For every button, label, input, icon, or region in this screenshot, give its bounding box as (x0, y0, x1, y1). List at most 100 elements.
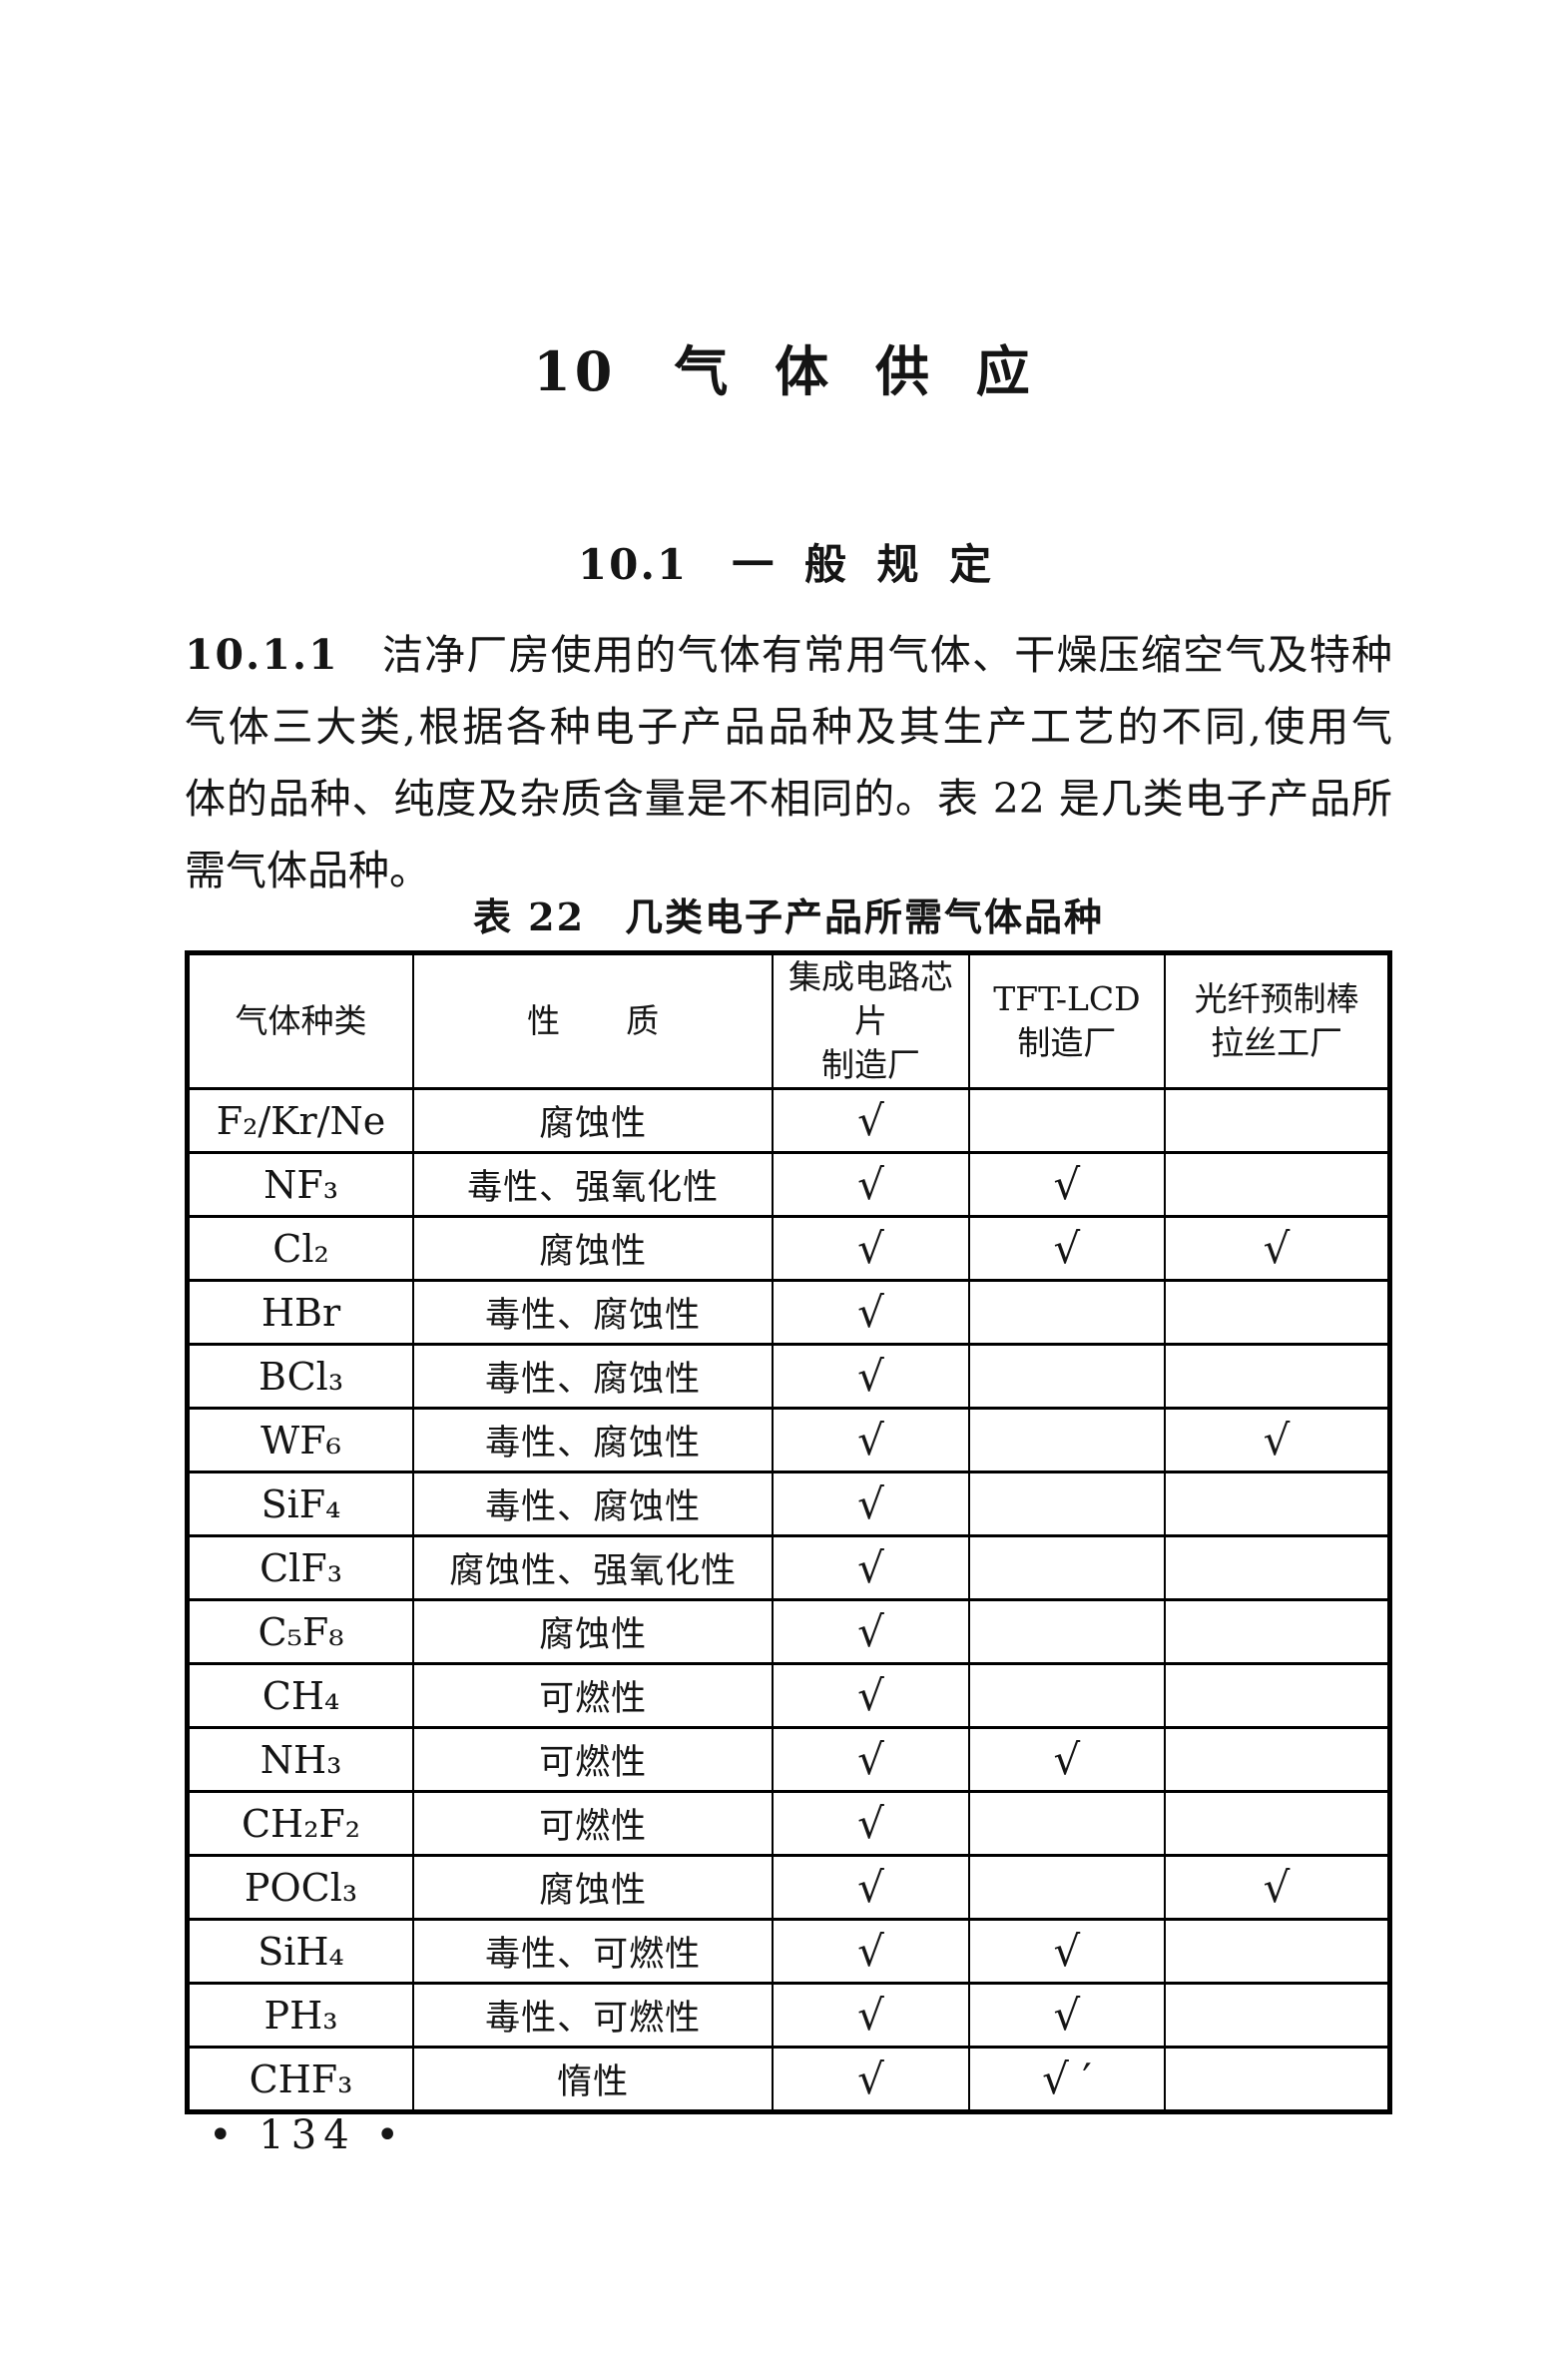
header-row: 气体种类 性 质 集成电路芯片 制造厂 TFT-LCD 制造厂 光纤预制棒 拉丝… (186, 951, 1391, 1090)
chapter-number: 10 (533, 339, 617, 403)
property-cell: 可燃性 (412, 1662, 775, 1729)
ic-fab-check-cell: √ (772, 1471, 970, 1537)
ic-fab-header-line-1: 集成电路芯片 (788, 957, 954, 1040)
property-cell: 毒性、强氧化性 (412, 1151, 775, 1218)
gas-formula-cell: SiF₄ (186, 1471, 415, 1537)
section-title: 一 般 规 定 (732, 540, 1000, 589)
gas-formula-cell: SiH₄ (186, 1918, 415, 1985)
gas-formula-cell: WF₆ (186, 1407, 415, 1473)
property-cell: 毒性、腐蚀性 (412, 1279, 775, 1346)
tft-lcd-check-cell: √ ′ (967, 2046, 1167, 2113)
table-row: SiF₄ 毒性、腐蚀性 √ (186, 1471, 1391, 1537)
gas-formula-cell: BCl₃ (186, 1343, 415, 1410)
gas-formula-cell: CH₂F₂ (186, 1790, 415, 1857)
table-row: Cl₂ 腐蚀性 √ √ √ (186, 1215, 1391, 1282)
table-row: CHF₃ 惰性 √ √ ′ (186, 2046, 1391, 2113)
table-row: CH₄ 可燃性 √ (186, 1662, 1391, 1729)
clause-line-3: 体的品种、纯度及杂质含量是不相同的。表 22 是几类电子产品所 (185, 775, 1392, 823)
fiber-fab-check-cell (1164, 1662, 1391, 1729)
table-row: CH₂F₂ 可燃性 √ (186, 1790, 1391, 1857)
ic-fab-check-cell: √ (772, 1087, 970, 1154)
fiber-header-line-1: 光纤预制棒 (1194, 979, 1359, 1018)
gas-formula-cell: ClF₃ (186, 1534, 415, 1601)
column-header-ic-fab: 集成电路芯片 制造厂 (772, 951, 970, 1090)
gas-formula-cell: HBr (186, 1279, 415, 1346)
table-row: PH₃ 毒性、可燃性 √ √ (186, 1982, 1391, 2049)
clause-line-1: 10.1.1 洁净厂房使用的气体有常用气体、干燥压缩空气及特种 (185, 619, 1392, 691)
table-header: 气体种类 性 质 集成电路芯片 制造厂 TFT-LCD 制造厂 光纤预制棒 拉丝… (186, 951, 1391, 1090)
page-number: • 134 • (209, 2112, 406, 2158)
fiber-fab-check-cell: √ (1164, 1407, 1391, 1473)
table-row: BCl₃ 毒性、腐蚀性 √ (186, 1343, 1391, 1410)
tft-lcd-header-line-2: 制造厂 (1017, 1023, 1117, 1062)
property-cell: 可燃性 (412, 1726, 775, 1793)
ic-fab-check-cell: √ (772, 2046, 970, 2113)
fiber-header-line-2: 拉丝工厂 (1211, 1023, 1343, 1062)
page-content: 10 气 体 供 应 10.1 一 般 规 定 10.1.1 洁净厂房使用的气体有常用… (185, 0, 1392, 2355)
fiber-fab-check-cell (1164, 2046, 1391, 2113)
table-row: NF₃ 毒性、强氧化性 √ √ (186, 1151, 1391, 1218)
ic-fab-check-cell: √ (772, 1854, 970, 1921)
gas-formula-cell: C₅F₈ (186, 1598, 415, 1665)
tft-lcd-check-cell (967, 1087, 1167, 1154)
ic-fab-check-cell: √ (772, 1279, 970, 1346)
table-row: F₂/Kr/Ne 腐蚀性 √ (186, 1087, 1391, 1154)
column-header-fiber-fab: 光纤预制棒 拉丝工厂 (1164, 951, 1391, 1090)
table-row: NH₃ 可燃性 √ √ (186, 1726, 1391, 1793)
gas-formula-cell: POCl₃ (186, 1854, 415, 1921)
fiber-fab-check-cell (1164, 1982, 1391, 2049)
property-cell: 腐蚀性 (412, 1087, 775, 1154)
fiber-fab-check-cell: √ (1164, 1215, 1391, 1282)
clause-line-2: 气体三大类,根据各种电子产品品种及其生产工艺的不同,使用气 (185, 703, 1393, 751)
ic-fab-header-line-2: 制造厂 (821, 1045, 921, 1084)
table-caption: 表 22 几类电子产品所需气体品种 (472, 894, 1105, 939)
ic-fab-check-cell: √ (772, 1151, 970, 1218)
gas-types-table: 气体种类 性 质 集成电路芯片 制造厂 TFT-LCD 制造厂 光纤预制棒 拉丝… (185, 950, 1392, 2114)
gas-formula-cell: F₂/Kr/Ne (186, 1087, 415, 1154)
table-row: ClF₃ 腐蚀性、强氧化性 √ (186, 1534, 1391, 1601)
clause-line-4: 需气体品种。 (185, 847, 430, 894)
fiber-fab-check-cell (1164, 1151, 1391, 1218)
tft-lcd-check-cell (967, 1407, 1167, 1473)
tft-lcd-check-cell (967, 1343, 1167, 1410)
tft-lcd-check-cell: √ (967, 1982, 1167, 2049)
ic-fab-check-cell: √ (772, 1598, 970, 1665)
tft-lcd-check-cell (967, 1534, 1167, 1601)
table-body: F₂/Kr/Ne 腐蚀性 √ NF₃ 毒性、强氧化性 √ √ Cl₂ 腐蚀性 √ (186, 1087, 1391, 2113)
property-cell: 可燃性 (412, 1790, 775, 1857)
property-cell: 毒性、腐蚀性 (412, 1343, 775, 1410)
fiber-fab-check-cell (1164, 1918, 1391, 1985)
column-header-tft-lcd-fab: TFT-LCD 制造厂 (967, 951, 1167, 1090)
fiber-fab-check-cell (1164, 1598, 1391, 1665)
clause-number: 10.1.1 (185, 631, 339, 679)
ic-fab-check-cell: √ (772, 1215, 970, 1282)
gas-formula-cell: PH₃ (186, 1982, 415, 2049)
fiber-fab-check-cell (1164, 1343, 1391, 1410)
property-cell: 毒性、可燃性 (412, 1982, 775, 2049)
tft-lcd-check-cell (967, 1662, 1167, 1729)
ic-fab-check-cell: √ (772, 1982, 970, 2049)
tft-lcd-check-cell: √ (967, 1215, 1167, 1282)
property-cell: 毒性、可燃性 (412, 1918, 775, 1985)
tft-lcd-check-cell: √ (967, 1918, 1167, 1985)
chapter-heading: 10 气 体 供 应 (185, 327, 1392, 406)
table-row: SiH₄ 毒性、可燃性 √ √ (186, 1918, 1391, 1985)
section-number: 10.1 (577, 540, 689, 589)
property-cell: 腐蚀性 (412, 1854, 775, 1921)
tft-lcd-check-cell (967, 1471, 1167, 1537)
gas-formula-cell: Cl₂ (186, 1215, 415, 1282)
fiber-fab-check-cell (1164, 1279, 1391, 1346)
tft-lcd-check-cell (967, 1598, 1167, 1665)
section-heading: 10.1 一 般 规 定 (185, 531, 1392, 592)
fiber-fab-check-cell (1164, 1471, 1391, 1537)
tft-lcd-check-cell: √ (967, 1726, 1167, 1793)
property-cell: 毒性、腐蚀性 (412, 1407, 775, 1473)
ic-fab-check-cell: √ (772, 1918, 970, 1985)
ic-fab-check-cell: √ (772, 1534, 970, 1601)
tft-lcd-check-cell (967, 1279, 1167, 1346)
tft-lcd-check-cell (967, 1790, 1167, 1857)
ic-fab-check-cell: √ (772, 1407, 970, 1473)
tft-lcd-header-line-1: TFT-LCD (993, 979, 1141, 1018)
property-cell: 惰性 (412, 2046, 775, 2113)
